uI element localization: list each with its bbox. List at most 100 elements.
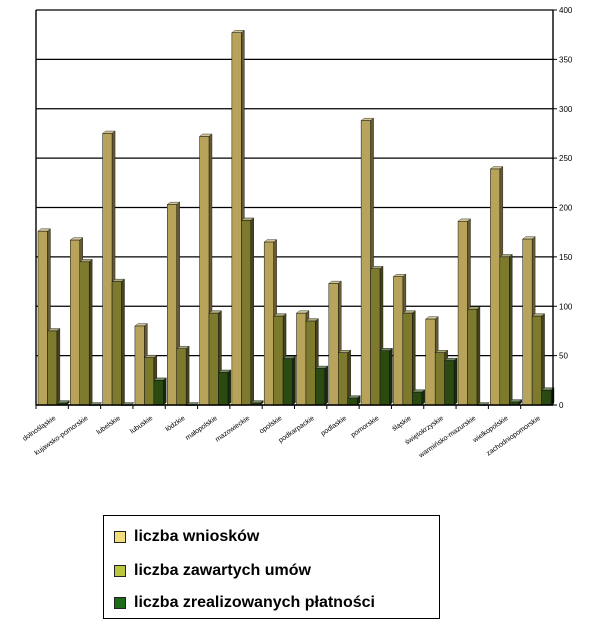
bar	[46, 328, 61, 406]
x-tick-label: warmińsko-mazurskie	[417, 415, 477, 460]
x-tick-label: śląskie	[391, 415, 413, 433]
bar-front	[134, 325, 145, 406]
bar-front	[176, 348, 187, 406]
bar-side	[389, 347, 393, 406]
axes	[35, 9, 557, 409]
bar-front	[305, 320, 316, 406]
bar	[79, 258, 93, 406]
bar-front	[70, 239, 80, 406]
bar-front	[425, 318, 436, 406]
bar-front	[347, 397, 358, 406]
bar	[314, 365, 329, 406]
legend-swatch-3	[114, 597, 126, 609]
bar-side	[324, 365, 329, 406]
legend-swatch-1	[114, 531, 126, 543]
bar-front	[531, 315, 542, 406]
bar-front	[522, 238, 533, 406]
bar-side	[227, 369, 232, 406]
legend-item-1: liczba wniosków	[114, 526, 259, 548]
y-tick-label: 200	[559, 204, 573, 213]
x-tick-label: lubuskie	[129, 415, 154, 436]
bar-front	[37, 230, 48, 406]
bar-front	[412, 391, 422, 406]
bar-front	[111, 281, 122, 406]
bar-side	[250, 217, 254, 406]
x-tick-label: mazowieckie	[214, 415, 251, 444]
bar-front	[144, 357, 155, 406]
y-tick-labels: 0 50 100 150 200 250 300 350 400	[559, 6, 573, 410]
y-tick-label: 100	[559, 302, 573, 311]
y-tick-label: 0	[559, 401, 564, 410]
x-tick-label: opolskie	[258, 415, 283, 436]
bar-front	[338, 352, 348, 406]
bar-front	[199, 136, 210, 406]
bar-front	[231, 32, 242, 406]
bar-front	[47, 330, 58, 406]
bar	[531, 313, 546, 406]
bar-front	[263, 241, 274, 406]
legend-item-2: liczba zawartych umów	[114, 560, 311, 582]
bar-front	[457, 221, 468, 406]
bar-front	[208, 312, 219, 406]
bar-front	[379, 350, 390, 406]
bar-front	[370, 268, 381, 406]
bar-chart: 0 50 100 150 200 250 300 350 400 dolnośląskiekuj…	[22, 6, 573, 460]
bar	[282, 355, 297, 406]
y-tick-label: 300	[559, 105, 573, 114]
bar-front	[241, 220, 251, 406]
x-tick-label: podkarpackie	[278, 415, 316, 445]
y-tick-label: 400	[559, 6, 573, 15]
bar	[508, 399, 523, 406]
bar-side	[509, 254, 513, 406]
legend: liczba wniosków liczba zawartych umów li…	[103, 515, 440, 619]
bar-front	[218, 372, 229, 406]
bar-side	[453, 357, 458, 406]
bar	[379, 347, 394, 406]
legend-item-3: liczba zrealizowanych płatności	[114, 592, 375, 614]
bar	[499, 254, 513, 406]
legend-label-3: liczba zrealizowanych płatności	[134, 594, 375, 611]
bar-front	[102, 133, 113, 406]
y-tick-label: 150	[559, 253, 573, 262]
bars	[37, 29, 555, 406]
bar-front	[467, 308, 478, 406]
legend-swatch-2	[114, 565, 126, 577]
bar-front	[296, 312, 307, 406]
bar	[217, 369, 232, 406]
y-tick-label: 50	[559, 352, 568, 361]
bar	[153, 377, 167, 406]
bar-front	[273, 315, 284, 406]
bar-front	[393, 276, 404, 406]
bar-side	[121, 278, 125, 406]
x-tick-label: zachodniopomorskie	[485, 415, 542, 458]
bar-front	[328, 283, 339, 406]
y-tick-label: 250	[559, 154, 573, 163]
bar-side	[476, 306, 481, 406]
bar-front	[541, 389, 552, 406]
bar	[176, 345, 190, 406]
bar-side	[88, 258, 93, 406]
bar	[402, 310, 416, 406]
legend-label-1: liczba wniosków	[134, 528, 260, 545]
bar	[240, 217, 255, 406]
bar-front	[434, 352, 445, 406]
x-tick-label: łódzkie	[165, 415, 187, 433]
bar-front	[79, 261, 90, 406]
bar-front	[167, 204, 177, 406]
x-tick-label: pomorskie	[350, 415, 381, 439]
legend-label-2: liczba zawartych umów	[134, 562, 311, 579]
bar	[444, 357, 458, 406]
bar-front	[282, 358, 293, 406]
bar-side	[292, 355, 296, 406]
bar	[337, 349, 352, 406]
bar-front	[402, 312, 413, 406]
bar	[540, 387, 555, 406]
bar-side	[56, 328, 61, 406]
bar-side	[163, 377, 167, 406]
y-tick-label: 350	[559, 55, 573, 64]
bar-front	[444, 360, 455, 406]
bar	[466, 306, 481, 406]
bar-side	[185, 345, 190, 406]
bar-front	[315, 368, 326, 406]
